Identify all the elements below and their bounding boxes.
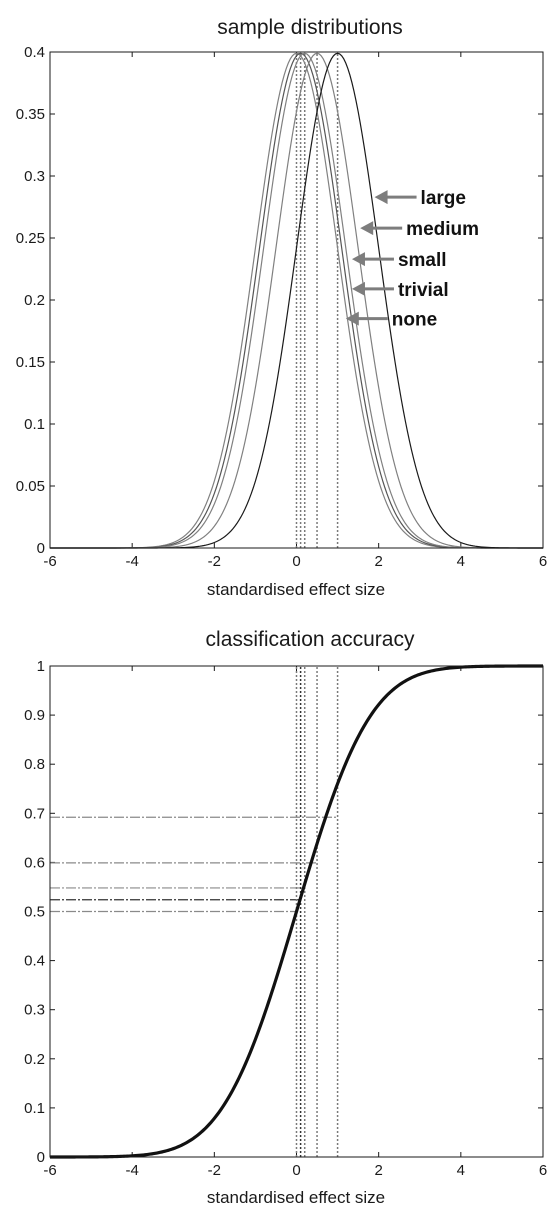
- top-panel: sample distributions -6 -4 -2 0 2 4 6 0 0.05 0.1 0…: [16, 16, 547, 599]
- bottom-panel: classification accuracy -6 -4 -2 0 2 4 6 0 0.1 0.…: [24, 628, 547, 1207]
- bottom-y-tick-label: 0.7: [24, 805, 45, 822]
- top-x-tick-label: -4: [125, 553, 138, 570]
- bottom-y-tick-label: 0.6: [24, 854, 45, 871]
- bottom-y-tick-label: 0: [37, 1149, 45, 1166]
- annotation-label-large: large: [421, 188, 466, 209]
- bottom-x-tick-label: 6: [539, 1162, 547, 1179]
- top-x-tick-label: -6: [43, 553, 56, 570]
- top-y-tick-label: 0.15: [16, 354, 45, 371]
- top-plot-frame: [49, 51, 544, 549]
- annotation-arrowhead-large: [374, 190, 388, 205]
- bottom-y-tick-label: 1: [37, 658, 45, 675]
- top-y-tick-label: 0.1: [24, 416, 45, 433]
- bottom-x-tick-label: 0: [292, 1162, 300, 1179]
- top-y-tick-label: 0.2: [24, 292, 45, 309]
- bottom-axis-ticks: -6 -4 -2 0 2 4 6 0 0.1 0.2 0.3 0.4 0.5 0.6 0.7 0.8 0.9 1: [24, 658, 547, 1179]
- bottom-y-tick-label: 0.9: [24, 707, 45, 724]
- bottom-x-axis-label: standardised effect size: [207, 1188, 385, 1207]
- bottom-y-tick-label: 0.5: [24, 904, 45, 921]
- top-y-tick-label: 0.35: [16, 106, 45, 123]
- top-y-tick-label: 0.4: [24, 44, 45, 61]
- top-chart-title: sample distributions: [217, 16, 403, 39]
- annotation-label-small: small: [398, 250, 447, 271]
- bottom-chart-title: classification accuracy: [206, 628, 415, 651]
- top-y-tick-label: 0.05: [16, 478, 45, 495]
- bottom-y-tick-label: 0.2: [24, 1051, 45, 1068]
- bottom-x-tick-label: 2: [374, 1162, 382, 1179]
- bottom-x-tick-label: 4: [457, 1162, 465, 1179]
- annotation-arrowhead-trivial: [351, 281, 365, 296]
- annotation-label-none: none: [392, 310, 437, 331]
- bottom-mean-lines: [295, 666, 339, 1157]
- bottom-x-tick-label: -6: [43, 1162, 56, 1179]
- annotation-arrowhead-small: [351, 252, 365, 267]
- top-x-tick-label: 4: [457, 553, 465, 570]
- annotation-arrowhead-medium: [360, 221, 374, 236]
- bottom-y-tick-label: 0.1: [24, 1100, 45, 1117]
- top-axis-ticks: -6 -4 -2 0 2 4 6 0 0.05 0.1 0.15 0.2 0.25 0.3 0.35 0.4: [16, 44, 547, 570]
- top-x-tick-label: 0: [292, 553, 300, 570]
- bottom-threshold-lines: [50, 816, 338, 913]
- top-mean-lines: [295, 52, 339, 548]
- accuracy-curve: [50, 664, 543, 1159]
- annotation-label-medium: medium: [406, 219, 479, 240]
- top-y-tick-label: 0.25: [16, 230, 45, 247]
- top-x-tick-label: -2: [208, 553, 221, 570]
- bottom-accuracy-curve: [50, 664, 543, 1159]
- bottom-plot-frame: [49, 665, 544, 1158]
- annotation-label-trivial: trivial: [398, 280, 449, 301]
- top-x-tick-label: 2: [374, 553, 382, 570]
- top-x-tick-label: 6: [539, 553, 547, 570]
- top-y-tick-label: 0.3: [24, 168, 45, 185]
- bottom-y-tick-label: 0.8: [24, 756, 45, 773]
- top-y-tick-label: 0: [37, 540, 45, 557]
- bottom-x-tick-label: -4: [125, 1162, 138, 1179]
- bottom-y-tick-label: 0.3: [24, 1002, 45, 1019]
- top-x-axis-label: standardised effect size: [207, 580, 385, 599]
- bottom-y-tick-label: 0.4: [24, 953, 45, 970]
- top-annotations: large medium small trivial none: [345, 188, 479, 331]
- annotation-arrowhead-none: [345, 311, 359, 326]
- bottom-x-tick-label: -2: [208, 1162, 221, 1179]
